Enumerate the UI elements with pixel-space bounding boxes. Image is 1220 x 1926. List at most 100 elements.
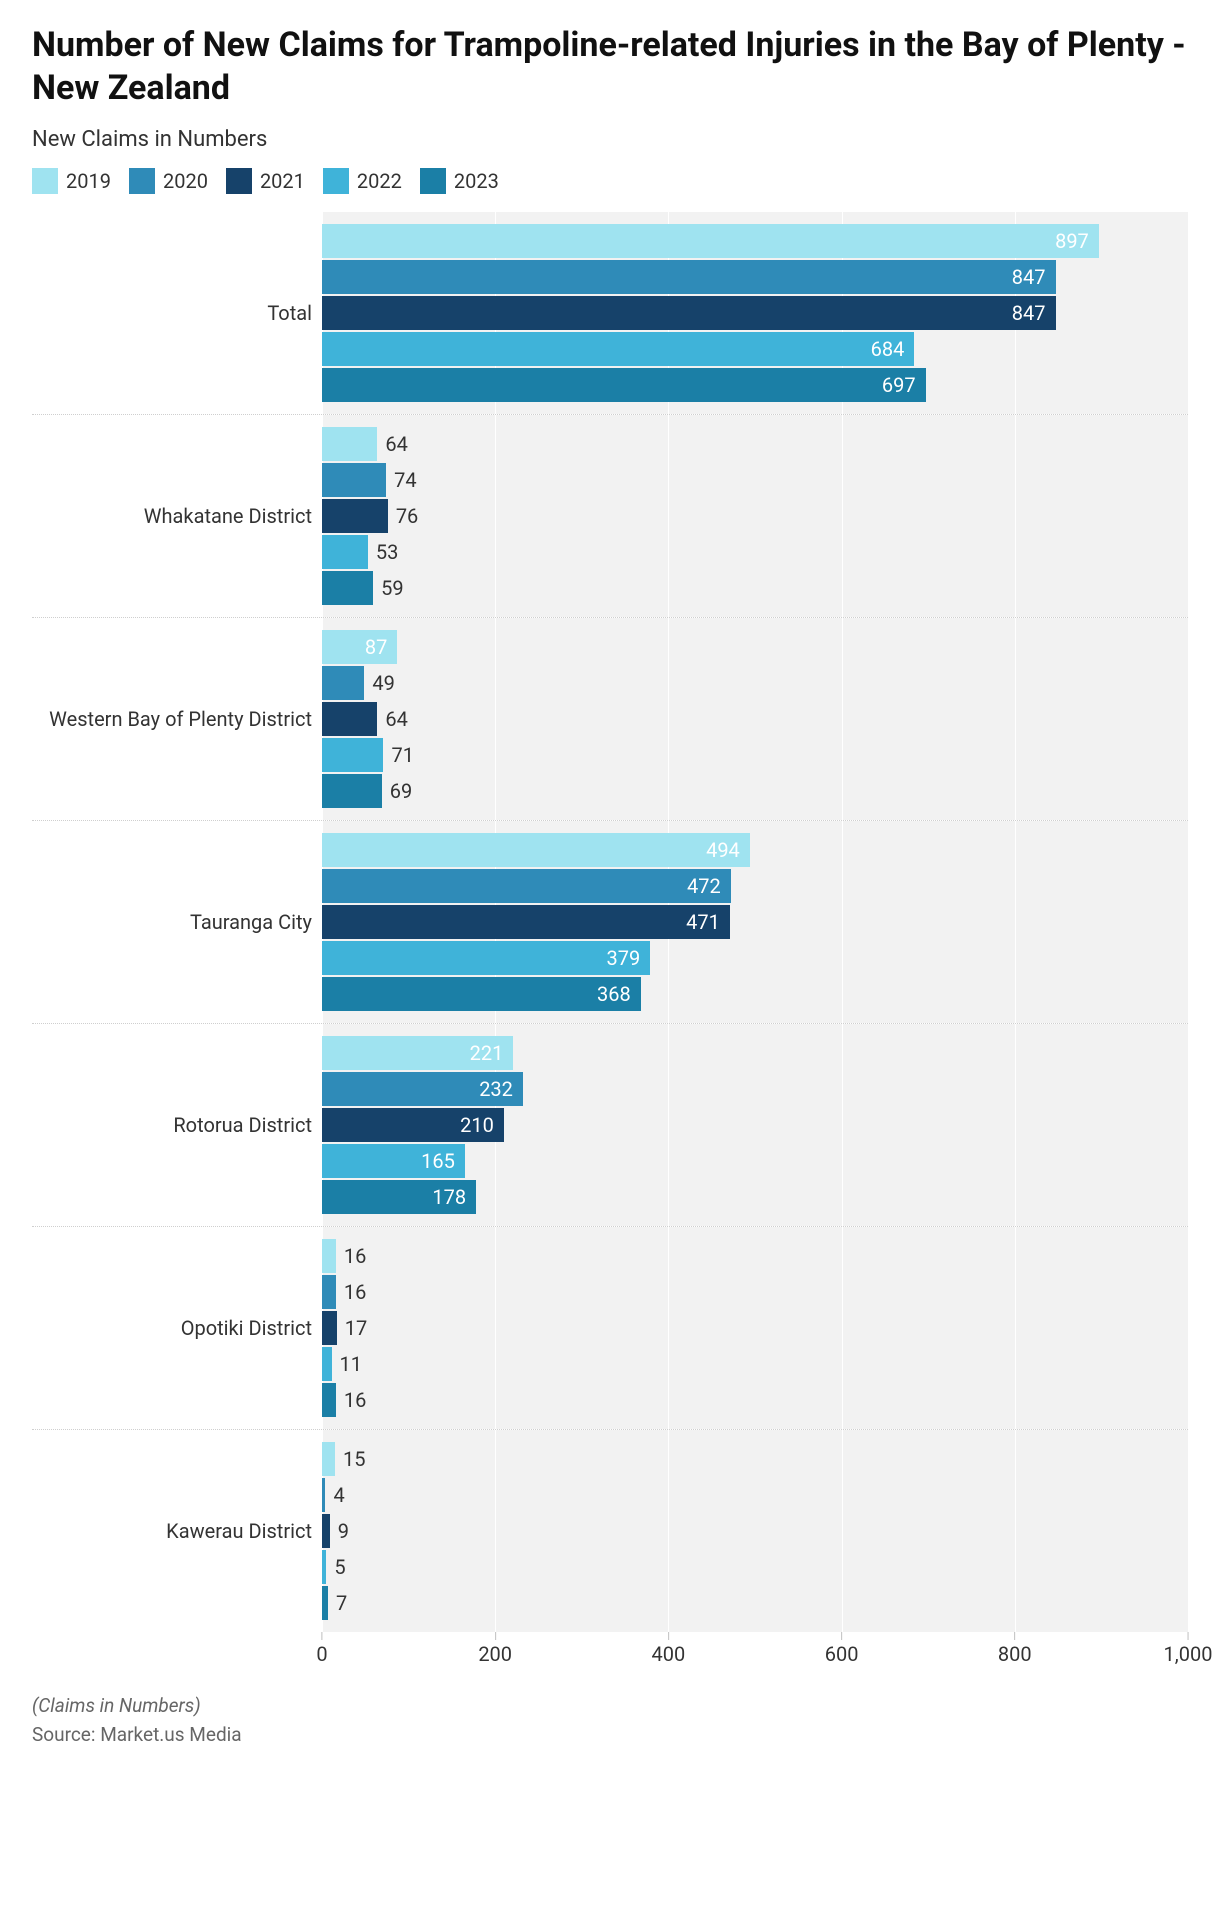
- bar: [322, 941, 650, 975]
- bar-row: 847: [322, 296, 1188, 330]
- bar: [322, 224, 1099, 258]
- bar-row: 87: [322, 630, 1188, 664]
- bar: [322, 260, 1056, 294]
- bar-value-label: 49: [364, 671, 394, 695]
- bar-value-label: 178: [432, 1185, 476, 1209]
- category-label: Total: [32, 212, 322, 414]
- bar-value-label: 210: [460, 1113, 504, 1137]
- legend-label: 2022: [357, 169, 402, 193]
- x-tick: 600: [825, 1632, 859, 1666]
- bar: [322, 1239, 336, 1273]
- bar-row: 471: [322, 905, 1188, 939]
- bar-value-label: 17: [337, 1316, 367, 1340]
- category-label: Western Bay of Plenty District: [32, 618, 322, 820]
- bar-value-label: 897: [1055, 229, 1099, 253]
- legend-item: 2019: [32, 168, 111, 194]
- bar-row: 59: [322, 571, 1188, 605]
- legend-swatch: [226, 168, 252, 194]
- bar-row: 74: [322, 463, 1188, 497]
- bar-value-label: 59: [373, 576, 403, 600]
- x-tick: 200: [478, 1632, 512, 1666]
- category-label: Rotorua District: [32, 1024, 322, 1226]
- bar: [322, 368, 926, 402]
- bar: [322, 535, 368, 569]
- bar: [322, 905, 730, 939]
- bar-value-label: 7: [328, 1591, 347, 1615]
- bar-row: 368: [322, 977, 1188, 1011]
- bar-row: 7: [322, 1586, 1188, 1620]
- category-label: Tauranga City: [32, 821, 322, 1023]
- x-tick-mark: [1014, 1632, 1015, 1640]
- bar: [322, 738, 383, 772]
- x-tick-label: 200: [478, 1642, 512, 1666]
- bar: [322, 774, 382, 808]
- bar-row: 53: [322, 535, 1188, 569]
- bars-column: 1616171116: [322, 1227, 1188, 1429]
- gridline: [1188, 212, 1189, 414]
- bar-row: 49: [322, 666, 1188, 700]
- bar-row: 71: [322, 738, 1188, 772]
- bar-row: 76: [322, 499, 1188, 533]
- bar-value-label: 71: [383, 743, 413, 767]
- bar: [322, 1347, 332, 1381]
- category-label: Opotiki District: [32, 1227, 322, 1429]
- gridline: [1188, 415, 1189, 617]
- legend-item: 2020: [129, 168, 208, 194]
- bar-value-label: 69: [382, 779, 412, 803]
- legend-swatch: [32, 168, 58, 194]
- legend-item: 2022: [323, 168, 402, 194]
- bar-row: 379: [322, 941, 1188, 975]
- bar-row: 69: [322, 774, 1188, 808]
- x-tick-mark: [841, 1632, 842, 1640]
- bar-row: 17: [322, 1311, 1188, 1345]
- legend-label: 2023: [454, 169, 499, 193]
- bar-value-label: 16: [336, 1244, 366, 1268]
- x-tick: 0: [316, 1632, 327, 1666]
- bar-value-label: 64: [377, 707, 407, 731]
- category-group: Rotorua District221232210165178: [32, 1023, 1188, 1226]
- bar-value-label: 232: [479, 1077, 523, 1101]
- bar-row: 9: [322, 1514, 1188, 1548]
- bar-row: 210: [322, 1108, 1188, 1142]
- x-axis: 02004006008001,000: [32, 1632, 1188, 1676]
- bar-value-label: 74: [386, 468, 416, 492]
- bar: [322, 1514, 330, 1548]
- bar-value-label: 4: [325, 1483, 344, 1507]
- legend-item: 2021: [226, 168, 305, 194]
- bar-row: 232: [322, 1072, 1188, 1106]
- x-tick-label: 400: [652, 1642, 686, 1666]
- bar: [322, 666, 364, 700]
- bar: [322, 571, 373, 605]
- legend-swatch: [420, 168, 446, 194]
- bar: [322, 977, 641, 1011]
- legend-item: 2023: [420, 168, 499, 194]
- bar-value-label: 64: [377, 432, 407, 456]
- bar: [322, 833, 750, 867]
- bar: [322, 1311, 337, 1345]
- chart-subtitle: New Claims in Numbers: [32, 127, 1188, 152]
- legend: 2019 2020 2021 2022 2023: [32, 168, 1188, 194]
- bar-value-label: 53: [368, 540, 398, 564]
- category-group: Western Bay of Plenty District87 49 64 71 69: [32, 617, 1188, 820]
- bar-row: 15: [322, 1442, 1188, 1476]
- x-tick: 800: [998, 1632, 1032, 1666]
- bar-value-label: 847: [1012, 301, 1056, 325]
- x-tick-mark: [668, 1632, 669, 1640]
- bar: [322, 332, 914, 366]
- gridline: [1188, 1430, 1189, 1632]
- legend-label: 2019: [66, 169, 111, 193]
- bar: [322, 499, 388, 533]
- gridline: [1188, 1024, 1189, 1226]
- bar-value-label: 15: [335, 1447, 365, 1471]
- bars-column: 64 74 76 53 59: [322, 415, 1188, 617]
- bar-value-label: 9: [330, 1519, 349, 1543]
- category-group: Kawerau District154957: [32, 1429, 1188, 1632]
- category-group: Opotiki District1616171116: [32, 1226, 1188, 1429]
- legend-swatch: [129, 168, 155, 194]
- x-tick-label: 600: [825, 1642, 859, 1666]
- x-tick-mark: [495, 1632, 496, 1640]
- x-tick-label: 0: [316, 1642, 327, 1666]
- chart-area: Total897847847684697Whakatane District64…: [32, 212, 1188, 1632]
- bar-value-label: 76: [388, 504, 418, 528]
- category-group: Whakatane District6474765359: [32, 414, 1188, 617]
